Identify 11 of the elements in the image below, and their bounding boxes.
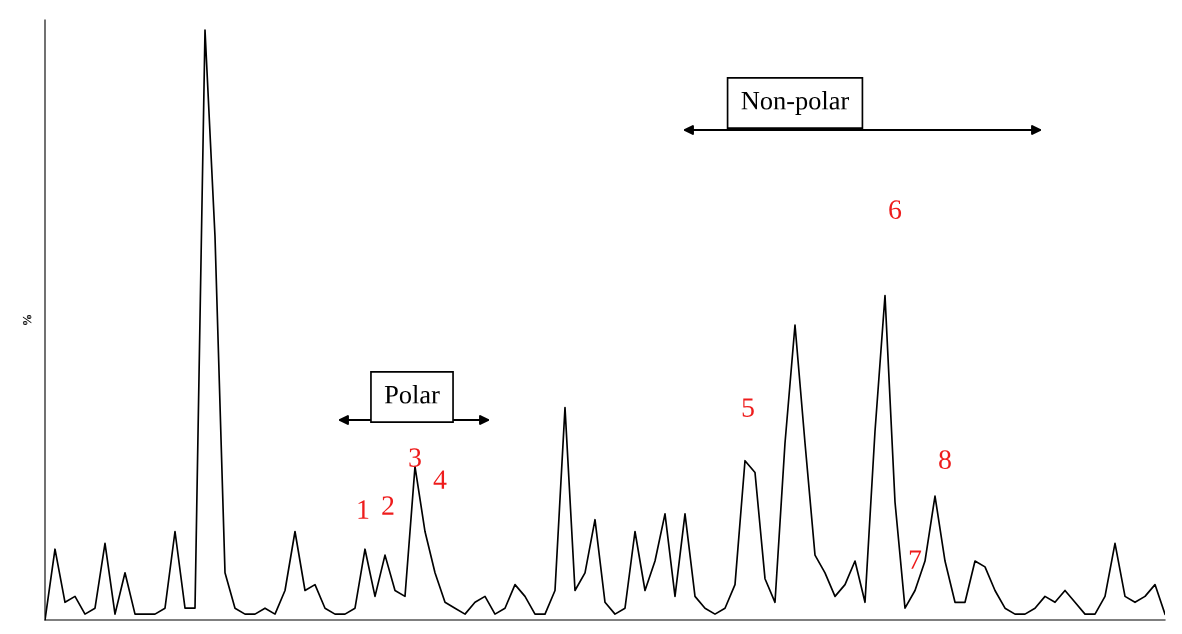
y-axis-title: % bbox=[22, 314, 32, 325]
annotation: 8 bbox=[939, 450, 951, 469]
annotation: 6 bbox=[889, 200, 902, 219]
annotation: Polar bbox=[384, 385, 440, 404]
annotation: 5 bbox=[742, 398, 754, 417]
annotation: Non-polar bbox=[741, 91, 849, 115]
annotation: 3 bbox=[409, 448, 421, 467]
annotation: 2 bbox=[382, 496, 394, 515]
annotation: 7 bbox=[909, 550, 922, 569]
annotation: 1 bbox=[358, 500, 369, 519]
annotation: 4 bbox=[433, 470, 447, 489]
